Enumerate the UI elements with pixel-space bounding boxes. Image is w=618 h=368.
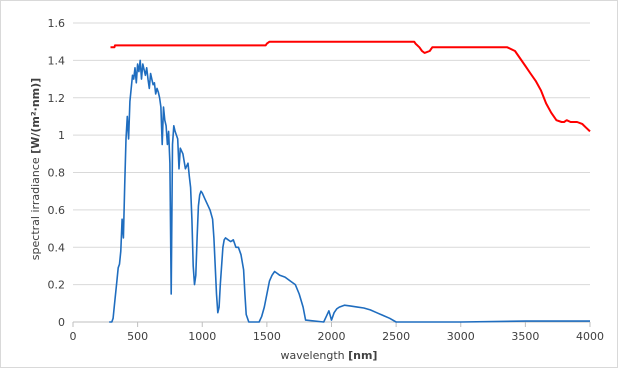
x-tick-label: 4000 — [576, 330, 604, 343]
y-tick-label: 0.2 — [48, 279, 66, 292]
axes — [72, 321, 591, 327]
x-tick-label: 2500 — [382, 330, 410, 343]
y-tick-label: 0 — [58, 316, 65, 329]
y-tick-label: 1.2 — [48, 92, 66, 105]
y-tick-label: 0.8 — [48, 167, 66, 180]
blue-series-line — [109, 59, 590, 323]
tick-labels: 0 0.2 0.4 0.6 0.8 1 1.2 1.4 1.6 0 500 1000 1500 2000 2… — [48, 17, 605, 343]
x-tick-label: 3000 — [447, 330, 475, 343]
y-tick-label: 0.6 — [48, 204, 66, 217]
x-tick-label: 500 — [127, 330, 148, 343]
x-tick-label: 3500 — [511, 330, 539, 343]
y-axis-title: spectral irradiance [W/(m²·nm)] — [29, 78, 42, 260]
red-series-line — [110, 40, 591, 133]
y-tick-label: 1.4 — [48, 54, 66, 67]
grid-lines — [73, 22, 590, 286]
x-axis-title: wavelength [nm] — [281, 349, 378, 362]
x-tick-label: 1000 — [188, 330, 216, 343]
y-tick-label: 1 — [58, 129, 65, 142]
y-tick-label: 0.4 — [48, 241, 66, 254]
x-tick-label: 1500 — [253, 330, 281, 343]
y-tick-label: 1.6 — [48, 17, 66, 30]
x-tick-label: 2000 — [318, 330, 346, 343]
x-tick-label: 0 — [70, 330, 77, 343]
series-lines — [109, 40, 591, 323]
